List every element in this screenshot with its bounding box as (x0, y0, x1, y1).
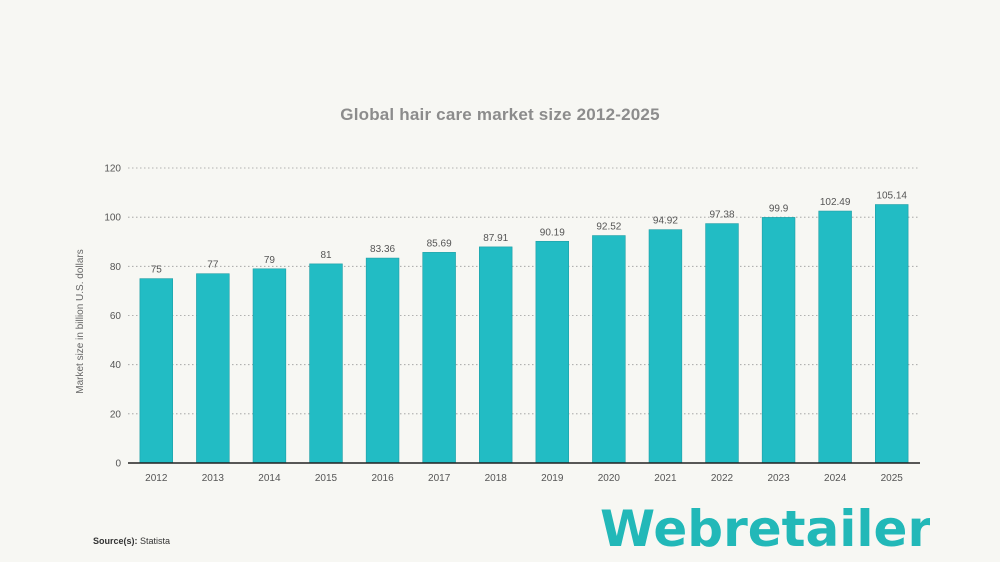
source-label: Source(s): (93, 536, 138, 546)
bar-2013 (196, 273, 230, 464)
y-tick-label: 0 (115, 459, 121, 470)
data-label-2019: 90.19 (540, 227, 565, 238)
data-label-2023: 99.9 (769, 203, 789, 214)
x-tick-label-2025: 2025 (881, 473, 904, 484)
source-value: Statista (140, 536, 171, 546)
bar-2014 (252, 268, 287, 464)
data-label-2013: 77 (207, 260, 219, 271)
y-tick-label: 80 (110, 262, 122, 273)
data-label-2012: 75 (151, 265, 163, 276)
y-axis-label: Market size in billion U.S. dollars (75, 249, 86, 394)
x-tick-label-2014: 2014 (258, 473, 281, 484)
data-label-2025: 105.14 (876, 191, 907, 202)
bar-2024 (818, 210, 852, 464)
x-tick-label-2021: 2021 (654, 473, 677, 484)
bar-2018 (479, 246, 513, 464)
bar-2015 (309, 263, 343, 464)
bar-2025 (875, 204, 909, 464)
x-tick-label-2018: 2018 (485, 473, 508, 484)
y-tick-label: 120 (104, 164, 121, 175)
x-tick-label-2024: 2024 (824, 473, 847, 484)
bar-2019 (535, 240, 569, 464)
data-label-2018: 87.91 (483, 233, 508, 244)
y-tick-label: 60 (110, 311, 122, 322)
bars (139, 204, 909, 464)
y-tick-label: 20 (110, 409, 122, 420)
x-tick-label-2020: 2020 (598, 473, 621, 484)
y-tick-label: 40 (110, 360, 122, 371)
chart-title: Global hair care market size 2012-2025 (340, 105, 660, 124)
bar-2017 (422, 252, 456, 464)
x-tick-labels: 2012 2013 2014 2015 2016 2017 2018 2019 2020 2021… (145, 473, 903, 484)
x-tick-label-2015: 2015 (315, 473, 338, 484)
bar-2012 (139, 278, 173, 464)
x-tick-label-2017: 2017 (428, 473, 451, 484)
x-tick-label-2019: 2019 (541, 473, 564, 484)
data-labels: 75 77 79 81 83.36 85.69 87.91 90.19 92.52 94.92 97… (151, 191, 908, 276)
data-label-2014: 79 (264, 255, 276, 266)
data-label-2024: 102.49 (820, 197, 851, 208)
webretailer-logo: Webretailer (600, 500, 930, 556)
data-label-2022: 97.38 (709, 210, 734, 221)
gridlines (128, 167, 920, 415)
y-tick-labels: 0 20 40 60 80 100 120 (104, 164, 121, 470)
x-tick-label-2012: 2012 (145, 473, 168, 484)
x-tick-label-2016: 2016 (371, 473, 394, 484)
x-tick-label-2013: 2013 (202, 473, 225, 484)
data-label-2016: 83.36 (370, 244, 395, 255)
bar-2021 (648, 229, 683, 464)
bar-2016 (365, 257, 400, 464)
bar-2023 (761, 217, 796, 464)
data-label-2020: 92.52 (596, 222, 621, 233)
y-tick-label: 100 (104, 213, 121, 224)
bar-2020 (592, 235, 626, 464)
x-tick-label-2023: 2023 (767, 473, 790, 484)
logo-text: Webretailer (600, 500, 930, 556)
bar-2022 (705, 223, 739, 464)
data-label-2015: 81 (320, 250, 332, 261)
source-note: Source(s): Statista (93, 536, 170, 546)
x-tick-label-2022: 2022 (711, 473, 734, 484)
data-label-2021: 94.92 (653, 216, 678, 227)
data-label-2017: 85.69 (427, 238, 452, 249)
